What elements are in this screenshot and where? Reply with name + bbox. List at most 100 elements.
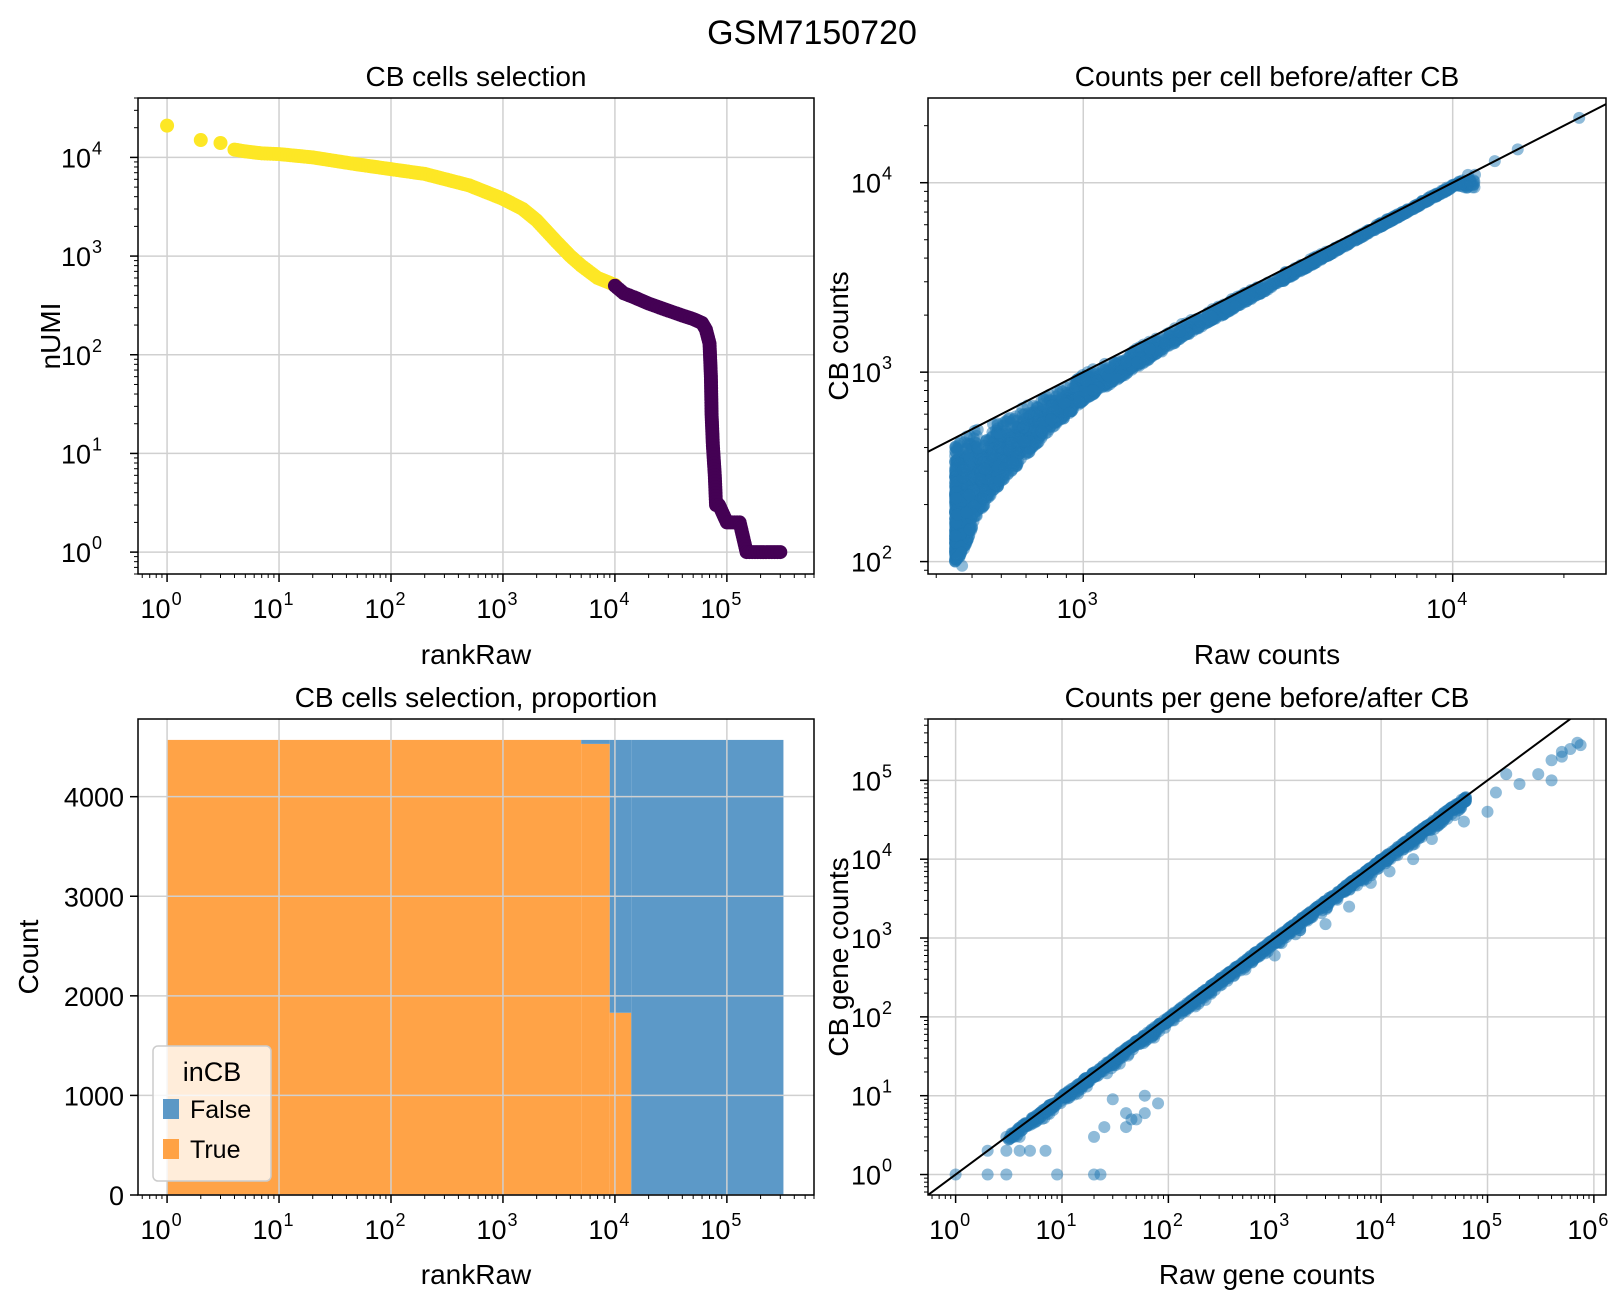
cell-point — [1194, 315, 1207, 328]
cell-point — [1001, 468, 1014, 481]
gene-point — [1138, 1089, 1151, 1102]
x-tick-exponent: 3 — [507, 1210, 517, 1230]
gene-point — [1383, 865, 1396, 878]
x-tick-label: 103 — [476, 1210, 517, 1245]
cell-point — [1159, 337, 1172, 350]
gene-point — [1013, 1130, 1026, 1143]
gene-point — [1307, 907, 1320, 920]
x-axis-ticks: 100 101 102 103 104 105 — [141, 1195, 815, 1245]
panel-title: CB cells selection — [366, 61, 587, 92]
x-tick-exponent: 2 — [396, 1210, 406, 1230]
y-tick-exponent: 4 — [882, 840, 892, 860]
y-tick-label: 102 — [851, 998, 892, 1033]
cell-point — [1338, 239, 1351, 252]
cell-point — [1168, 337, 1181, 350]
x-tick-label: 104 — [1355, 1210, 1396, 1245]
scatter-points — [160, 118, 788, 560]
gene-point — [1268, 949, 1281, 962]
gene-point — [1555, 745, 1568, 758]
gene-point — [1426, 818, 1439, 831]
gene-point — [1141, 1029, 1154, 1042]
x-tick-exponent: 4 — [1386, 1210, 1396, 1230]
figure-suptitle: GSM7150720 — [707, 14, 917, 52]
y-tick-exponent: 1 — [92, 434, 102, 454]
gene-point — [1407, 853, 1420, 866]
x-tick-label: 101 — [252, 1210, 293, 1245]
x-tick-exponent: 4 — [619, 589, 629, 609]
cell-point — [986, 450, 999, 463]
gene-point — [1378, 852, 1391, 865]
cell-point — [1329, 245, 1342, 258]
legend-swatch-true — [163, 1139, 179, 1159]
x-tick-exponent: 5 — [731, 1210, 741, 1230]
x-tick-label: 106 — [1567, 1210, 1608, 1245]
panel-title: Counts per gene before/after CB — [1065, 682, 1470, 713]
gene-point — [1532, 768, 1545, 781]
gene-point — [1166, 1010, 1179, 1023]
gene-point — [981, 1168, 994, 1181]
panel-title: Counts per cell before/after CB — [1075, 61, 1459, 92]
y-tick-label: 1000 — [64, 1081, 124, 1111]
x-tick-label: 104 — [588, 589, 629, 624]
y-tick-label: 104 — [851, 164, 892, 199]
x-tick-label: 102 — [364, 1210, 405, 1245]
panel-counts-per-cell: Counts per cell before/after CB 103 104 1… — [823, 61, 1607, 670]
plot-frame — [137, 718, 815, 1196]
y-tick-label: 2000 — [64, 982, 124, 1012]
legend-label-false: False — [190, 1096, 251, 1124]
bar-true — [581, 743, 610, 1195]
bar-false — [631, 739, 784, 1195]
y-tick-exponent: 0 — [92, 533, 102, 553]
gene-point — [1513, 777, 1526, 790]
gene-point — [1457, 795, 1470, 808]
gene-point — [1138, 1107, 1151, 1120]
x-tick-label: 101 — [1035, 1210, 1076, 1245]
gene-point — [1221, 969, 1234, 982]
y-tick-label: 0 — [109, 1181, 124, 1211]
cell-point — [1018, 435, 1031, 448]
x-tick-label: 103 — [1248, 1210, 1289, 1245]
x-tick-exponent: 2 — [1173, 1210, 1183, 1230]
bar-false — [581, 739, 610, 744]
legend-swatch-false — [163, 1099, 179, 1119]
cell-point — [949, 529, 962, 542]
cell-point — [1058, 397, 1071, 410]
x-tick-exponent: 6 — [1598, 1210, 1608, 1230]
x-tick-exponent: 0 — [172, 589, 182, 609]
gene-point — [1039, 1144, 1052, 1157]
y-tick-exponent: 2 — [882, 998, 892, 1018]
x-axis-label: Raw gene counts — [1159, 1259, 1375, 1290]
x-tick-exponent: 2 — [396, 589, 406, 609]
gene-point — [1013, 1144, 1026, 1157]
x-tick-label: 103 — [476, 589, 517, 624]
grid — [928, 719, 1606, 1195]
gene-point — [1000, 1168, 1013, 1181]
x-tick-label: 105 — [1461, 1210, 1502, 1245]
cell-point — [1143, 343, 1156, 356]
x-axis-ticks: 100 101 102 103 104 105 — [141, 574, 815, 624]
bar-false — [609, 739, 632, 1013]
x-axis-label: rankRaw — [421, 1259, 532, 1290]
cell-point — [1120, 356, 1133, 369]
x-axis-ticks: 103 104 — [935, 574, 1565, 624]
y-tick-exponent: 3 — [882, 353, 892, 373]
plot-frame — [927, 718, 1607, 1196]
cell-point — [1073, 395, 1086, 408]
y-tick-exponent: 1 — [882, 1077, 892, 1097]
point-in-cb — [193, 133, 208, 148]
y-tick-label: 102 — [851, 543, 892, 578]
x-tick-label: 103 — [1057, 589, 1098, 624]
cell-point — [1293, 263, 1306, 276]
cell-point — [963, 523, 976, 536]
y-tick-exponent: 0 — [882, 1156, 892, 1176]
cell-point — [978, 462, 991, 475]
x-tick-label: 100 — [929, 1210, 970, 1245]
grid — [928, 98, 1606, 574]
gene-point — [1098, 1121, 1111, 1134]
y-tick-label: 104 — [851, 840, 892, 875]
cell-point — [1010, 421, 1023, 434]
panel-cb-cells-selection-proportion: CB cells selection, proportion 100 101 102… — [13, 682, 815, 1290]
